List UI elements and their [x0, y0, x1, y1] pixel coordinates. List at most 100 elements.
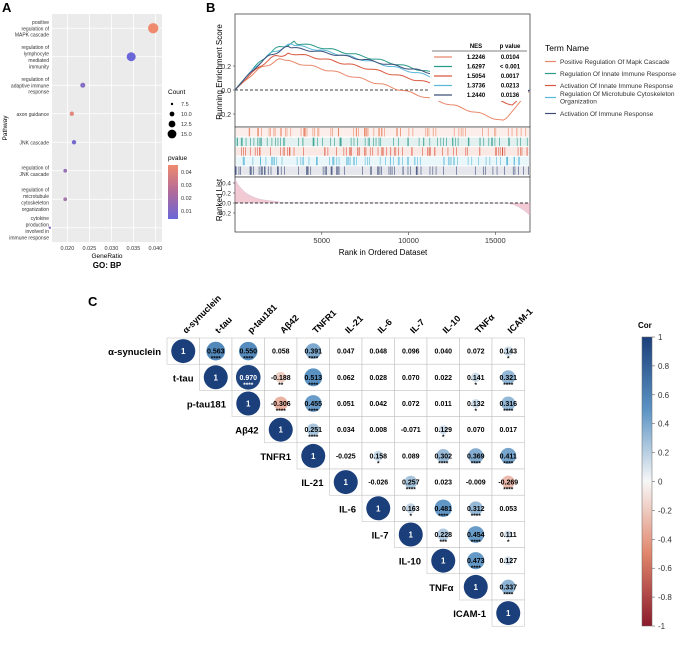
gsea-es-y-ticks: 0.2 0.0 -0.2 [219, 64, 235, 119]
corr-value: 0.111 [500, 532, 517, 539]
corr-cell-frame [361, 468, 395, 496]
panel-c-letter: C [88, 294, 98, 309]
gsea-x-tick-label: 10000 [398, 236, 419, 245]
corr-value: 0.008 [369, 427, 387, 434]
corr-diagonal-circle [431, 548, 456, 573]
corr-value: 1 [376, 504, 381, 513]
corr-value: 0.048 [369, 349, 387, 356]
cor-colorbar-tick-label: -0.2 [658, 506, 672, 515]
corr-value: 0.034 [337, 427, 355, 434]
corr-significance: **** [406, 487, 417, 494]
corr-significance: * [474, 408, 477, 415]
corr-value: 1 [181, 347, 186, 356]
corr-value: 0.316 [499, 401, 517, 408]
corr-significance: **** [503, 408, 514, 415]
corr-column-label: TNFR1 [311, 308, 339, 336]
corr-value: 0.089 [402, 453, 420, 460]
corr-value: 0.228 [434, 532, 452, 539]
corr-value: 0.369 [467, 453, 485, 460]
corr-value: 0.096 [402, 349, 420, 356]
corr-value: 0.040 [434, 349, 452, 356]
corr-significance: **** [308, 434, 319, 441]
corr-circle [467, 526, 485, 543]
corr-row-label: IL-21 [301, 478, 324, 489]
corr-value: 0.251 [304, 427, 322, 434]
corr-value: 0.302 [434, 453, 452, 460]
pvalue-colorbar [168, 165, 178, 219]
cor-colorbar-tick-label: 0.2 [658, 449, 670, 458]
corr-circle [273, 396, 288, 411]
hit-band [236, 147, 529, 156]
corr-circle [468, 501, 483, 516]
corr-significance: *** [439, 539, 447, 546]
corr-value: 0.022 [434, 375, 452, 382]
corr-value: 0.321 [499, 375, 517, 382]
corr-circle [500, 579, 516, 595]
corr-circle [503, 556, 513, 566]
corr-row-label: p-tau181 [187, 400, 227, 411]
corr-significance: **** [308, 408, 319, 415]
gsea-es-tick-label: -0.2 [219, 112, 231, 119]
gsea-x-ticks: 5000 10000 15000 [313, 232, 506, 245]
panel-a-title: GO: BP [93, 261, 122, 270]
corr-cell-frame [361, 416, 395, 444]
panel-a-point [126, 52, 136, 62]
corr-significance: **** [471, 513, 482, 520]
corr-value: 0.042 [369, 401, 387, 408]
corr-value: 0.058 [272, 349, 290, 356]
corr-value: 0.072 [402, 401, 420, 408]
panel-a-point [63, 168, 68, 173]
corr-circle [436, 449, 451, 463]
corr-diagonal-circle [398, 522, 423, 547]
corr-row-label: ICAM-1 [453, 609, 486, 620]
corr-cell-frame [264, 337, 298, 365]
corr-column-label: p-tau181 [246, 302, 279, 335]
corr-circle [373, 450, 384, 461]
corr-circle [503, 346, 513, 356]
corr-significance: **** [308, 382, 319, 389]
hit-band [236, 128, 529, 137]
nes-value: 1.2246 [467, 55, 486, 61]
corr-significance: **** [438, 460, 449, 467]
cor-colorbar-title: Cor [638, 321, 652, 330]
corr-significance: **** [276, 408, 287, 415]
corr-cell-frame [459, 468, 493, 496]
corr-circle [305, 343, 322, 359]
corr-circle [471, 398, 481, 409]
corr-value: 0.970 [239, 375, 257, 382]
corr-cell-frame [329, 363, 363, 391]
term-legend-label: Positive Regulation Of Mapk Cascade [560, 59, 670, 66]
gsea-es-y-label: Running Enrichment Score [215, 24, 224, 120]
corr-diagonal-circle [171, 339, 196, 364]
count-legend-label: 15.0 [181, 132, 192, 138]
p-value: 0.0104 [501, 55, 520, 61]
corr-cell-frame [426, 468, 460, 496]
corr-diagonal-circle [203, 365, 228, 390]
corr-cell-frame [361, 390, 395, 417]
corr-value: 0.053 [499, 506, 517, 513]
corr-circle [471, 372, 481, 382]
corr-diagonal-circle [301, 443, 326, 468]
corr-value: 0.127 [499, 558, 517, 565]
corr-column-label: IL-6 [376, 317, 394, 335]
corr-significance: **** [503, 460, 514, 467]
pvalue-legend-title: pvalue [168, 155, 188, 162]
cor-colorbar-tick-label: -0.4 [658, 535, 672, 544]
gsea-term-legend: Term Name Positive Regulation Of Mapk Ca… [545, 43, 676, 118]
gsea-hit-barcodes [234, 128, 529, 175]
corr-diagonal-circle [268, 417, 293, 442]
cor-colorbar-tick-label: 1 [658, 333, 663, 342]
corr-value: 1 [506, 609, 511, 618]
corr-value: 0.391 [304, 349, 322, 356]
corr-cell-frame [491, 416, 525, 444]
corr-value: -0.071 [401, 427, 421, 434]
corr-column-label: TNFα [473, 312, 497, 336]
nes-value: 1.5054 [467, 74, 486, 80]
corr-value: 0.550 [239, 349, 257, 356]
corr-significance: **** [471, 460, 482, 467]
gsea-ranked-tick-label: -0.2 [220, 211, 232, 218]
corr-circle [467, 552, 485, 570]
gsea-ranked-y-label: Ranked List [215, 178, 224, 221]
gsea-es-tick-label: 0.0 [221, 88, 231, 95]
corr-value: 0.023 [434, 480, 452, 487]
